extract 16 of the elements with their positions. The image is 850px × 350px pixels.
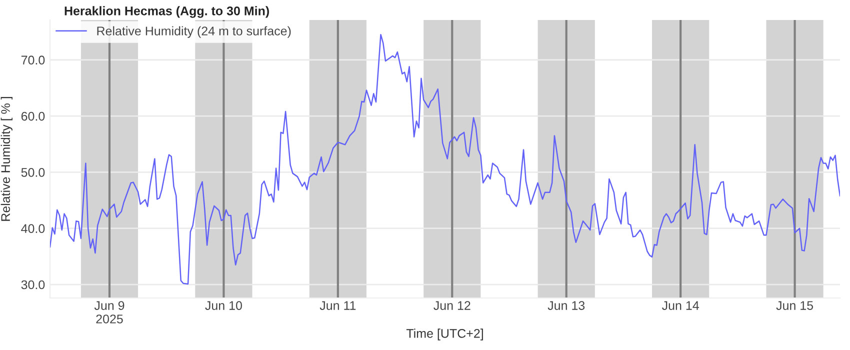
y-tick-label: 60.0: [21, 112, 45, 121]
chart-title: Heraklion Hecmas (Agg. to 30 Min): [64, 6, 269, 18]
x-axis-title: Time [UTC+2]: [406, 328, 483, 340]
x-tick-label: Jun 15: [776, 301, 814, 310]
y-tick-label: 30.0: [21, 280, 45, 290]
y-axis-title: Relative Humidity [ % ]: [0, 97, 12, 221]
x-tick-label: Jun 9 2025: [94, 301, 124, 324]
legend-label: Relative Humidity (24 m to surface): [97, 26, 291, 38]
x-tick-label: Jun 13: [548, 301, 585, 310]
x-tick-label: Jun 12: [434, 301, 470, 310]
x-tick-label: Jun 10: [205, 301, 242, 310]
y-tick-label: 40.0: [21, 224, 45, 234]
x-tick-label: Jun 14: [662, 301, 699, 310]
x-tick-label: Jun 11: [320, 301, 356, 310]
y-tick-label: 70.0: [21, 56, 45, 65]
y-tick-label: 50.0: [21, 168, 45, 177]
